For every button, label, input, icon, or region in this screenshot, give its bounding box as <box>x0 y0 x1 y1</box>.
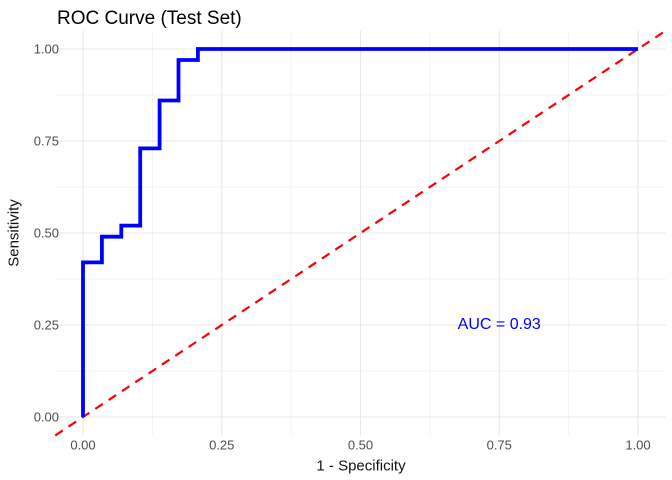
y-tick-label: 1.00 <box>34 42 59 57</box>
y-tick-label: 0.50 <box>34 226 59 241</box>
x-tick-label: 0.25 <box>209 437 234 452</box>
y-axis-title: Sensitivity <box>5 199 23 267</box>
y-tick-label: 0.00 <box>34 410 59 425</box>
x-tick-label: 0.75 <box>487 437 512 452</box>
roc-curve-line <box>81 47 638 417</box>
x-axis-title: 1 - Specificity <box>316 457 406 475</box>
y-tick-label: 0.75 <box>34 134 59 149</box>
y-tick-label: 0.25 <box>34 318 59 333</box>
chart-title: ROC Curve (Test Set) <box>57 8 242 29</box>
auc-annotation: AUC = 0.93 <box>457 316 541 333</box>
x-tick-label: 1.00 <box>625 437 650 452</box>
diagonal-reference-line <box>54 29 667 437</box>
x-tick-label: 0.00 <box>70 437 95 452</box>
x-tick-label: 0.50 <box>348 437 373 452</box>
